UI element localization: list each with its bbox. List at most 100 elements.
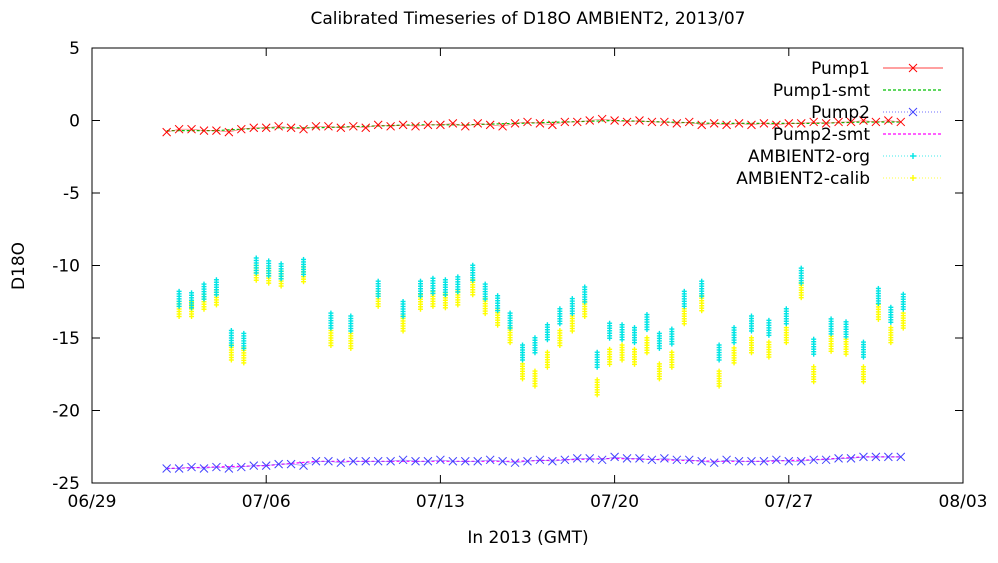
data-point: [201, 281, 207, 302]
data-point: [716, 342, 722, 363]
legend-marker: [908, 107, 918, 117]
data-point: [436, 455, 445, 465]
legend-swatch-ambient2-org: [883, 153, 943, 159]
y-tick-label: -25: [52, 474, 80, 494]
data-point: [336, 123, 346, 133]
data-point: [301, 256, 307, 277]
data-point: [569, 296, 575, 317]
data-point: [572, 117, 582, 127]
data-point: [548, 120, 557, 130]
data-point: [417, 278, 423, 299]
data-point: [594, 377, 600, 398]
data-point: [684, 117, 694, 127]
data-point: [731, 325, 737, 346]
data-point: [900, 310, 906, 331]
data-point: [846, 117, 856, 127]
data-point: [311, 121, 321, 131]
data-point: [507, 310, 513, 331]
data-point: [597, 455, 607, 465]
data-point: [535, 119, 545, 128]
data-point: [644, 312, 650, 333]
data-point: [557, 306, 563, 327]
data-point: [821, 455, 831, 465]
data-point: [261, 123, 271, 133]
data-point: [162, 464, 172, 473]
data-point: [875, 301, 881, 322]
data-point: [610, 452, 619, 462]
data-point: [697, 456, 707, 466]
data-point: [888, 325, 894, 346]
data-point: [249, 123, 259, 133]
data-point: [647, 455, 657, 465]
data-point: [361, 456, 371, 466]
data-point: [523, 117, 532, 127]
data-point: [348, 121, 358, 131]
data-point: [748, 335, 754, 356]
data-point: [189, 290, 195, 311]
data-point: [212, 462, 221, 472]
data-point: [828, 316, 834, 337]
data-point: [448, 119, 458, 128]
data-point: [423, 456, 433, 466]
data-point: [622, 117, 632, 127]
data-point: [647, 117, 657, 127]
data-point: [560, 455, 570, 465]
data-point: [411, 456, 420, 466]
data-point: [585, 453, 595, 463]
x-axis-label: In 2013 (GMT): [467, 528, 588, 548]
legend-swatch-ambient2-calib: [883, 175, 943, 181]
data-point: [460, 456, 470, 466]
data-point: [460, 121, 470, 131]
data-point: [174, 464, 184, 473]
data-point: [619, 342, 625, 363]
data-point: [532, 368, 538, 389]
data-point: [253, 255, 259, 276]
data-point: [669, 349, 675, 370]
data-point: [672, 119, 682, 128]
x-tick-label: 07/20: [590, 492, 639, 512]
data-point: [278, 261, 284, 282]
series-ambient2-org: [176, 255, 906, 370]
data-point: [834, 453, 843, 463]
data-point: [548, 456, 557, 466]
data-point: [411, 121, 420, 131]
data-point: [722, 120, 731, 130]
data-point: [213, 277, 219, 298]
y-tick-label: -20: [52, 402, 80, 422]
data-point: [784, 119, 794, 128]
x-tick-label: 07/27: [764, 492, 813, 512]
data-point: [766, 339, 772, 360]
data-point: [569, 313, 575, 334]
y-tick-label: -10: [52, 257, 80, 277]
data-point: [900, 291, 906, 312]
data-point: [174, 124, 184, 134]
data-point: [373, 456, 383, 466]
data-point: [212, 126, 221, 136]
y-tick-label: 5: [69, 39, 80, 59]
data-point: [722, 455, 731, 465]
y-tick-label: 0: [69, 112, 80, 132]
data-point: [734, 119, 744, 128]
x-tick-label: 07/13: [416, 492, 465, 512]
data-point: [510, 458, 520, 468]
data-point: [594, 349, 600, 370]
data-point: [498, 456, 507, 466]
data-point: [821, 119, 831, 128]
data-point: [532, 335, 538, 356]
data-point: [373, 120, 383, 130]
data-point: [896, 452, 906, 462]
data-point: [423, 120, 433, 130]
data-point: [224, 464, 234, 473]
data-point: [699, 278, 705, 299]
data-point: [607, 320, 613, 341]
y-axis-label: D18O: [9, 242, 29, 290]
data-point: [660, 117, 669, 127]
data-point: [684, 455, 694, 465]
data-point: [843, 336, 849, 357]
data-point: [883, 116, 893, 125]
data-point: [261, 461, 271, 470]
data-point: [400, 299, 406, 319]
data-point: [697, 120, 707, 130]
x-axis: 06/29 07/06 07/13 07/20 07/27 08/03: [68, 48, 988, 512]
